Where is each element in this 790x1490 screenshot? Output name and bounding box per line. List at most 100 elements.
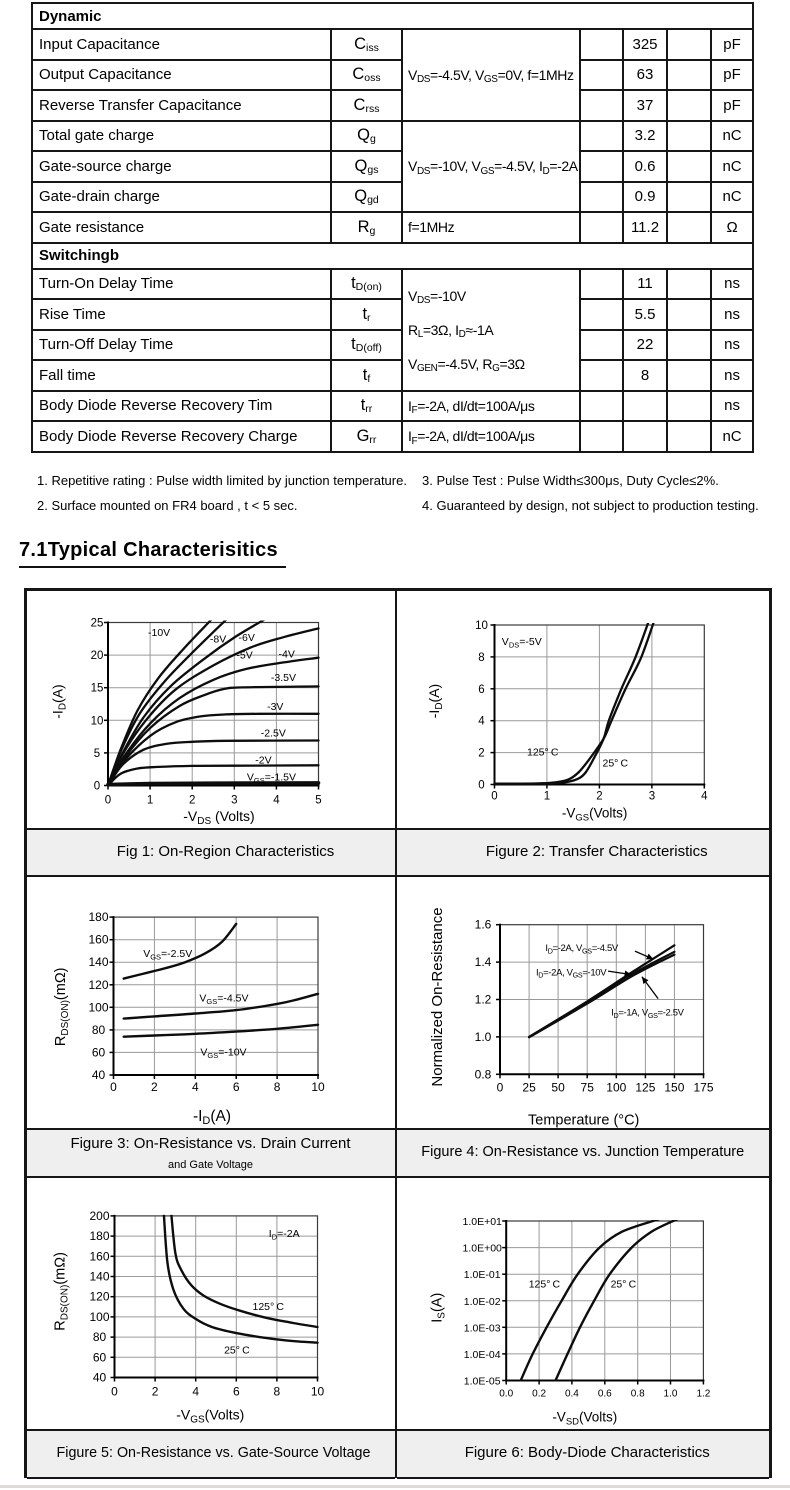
svg-text:1: 1 bbox=[543, 790, 549, 802]
svg-text:8: 8 bbox=[478, 651, 484, 663]
svg-text:2: 2 bbox=[151, 1384, 158, 1398]
svg-text:5: 5 bbox=[315, 794, 321, 806]
svg-text:0: 0 bbox=[110, 1080, 117, 1094]
svg-text:100: 100 bbox=[89, 1309, 109, 1323]
svg-text:1.0: 1.0 bbox=[474, 1029, 491, 1043]
svg-text:8: 8 bbox=[273, 1080, 280, 1094]
svg-text:10: 10 bbox=[310, 1384, 324, 1398]
svg-text:25° C: 25° C bbox=[610, 1278, 636, 1290]
svg-text:100: 100 bbox=[88, 1000, 108, 1014]
svg-text:120: 120 bbox=[88, 977, 108, 991]
svg-text:160: 160 bbox=[88, 932, 108, 946]
svg-text:2: 2 bbox=[478, 747, 484, 759]
svg-text:10: 10 bbox=[311, 1080, 325, 1094]
svg-text:1.0E+01: 1.0E+01 bbox=[462, 1216, 502, 1228]
svg-text:Temperature (°C): Temperature (°C) bbox=[528, 1112, 639, 1128]
svg-text:1.0E-05: 1.0E-05 bbox=[463, 1375, 500, 1387]
svg-text:15: 15 bbox=[90, 682, 103, 694]
svg-text:60: 60 bbox=[92, 1350, 106, 1364]
svg-text:0: 0 bbox=[496, 1080, 503, 1094]
svg-text:40: 40 bbox=[92, 1370, 106, 1384]
svg-text:ID=-1A, VGS=-2.5V: ID=-1A, VGS=-2.5V bbox=[611, 1007, 684, 1019]
svg-text:-3V: -3V bbox=[267, 700, 283, 712]
svg-text:-8V: -8V bbox=[209, 633, 225, 645]
svg-text:1.0E-03: 1.0E-03 bbox=[463, 1322, 500, 1334]
svg-text:1.0: 1.0 bbox=[663, 1388, 677, 1399]
svg-text:1.4: 1.4 bbox=[474, 955, 491, 969]
svg-text:Normalized On-Resistance: Normalized On-Resistance bbox=[429, 907, 446, 1086]
svg-text:-ID(A): -ID(A) bbox=[426, 683, 445, 717]
svg-text:3: 3 bbox=[231, 794, 237, 806]
svg-text:RDS(ON)(mΩ): RDS(ON)(mΩ) bbox=[52, 1252, 70, 1331]
svg-text:180: 180 bbox=[89, 1229, 109, 1243]
svg-text:2: 2 bbox=[188, 794, 194, 806]
svg-text:100: 100 bbox=[606, 1080, 626, 1094]
svg-text:125: 125 bbox=[635, 1080, 655, 1094]
svg-text:RDS(ON)(mΩ): RDS(ON)(mΩ) bbox=[53, 967, 71, 1046]
svg-text:125° C: 125° C bbox=[252, 1301, 284, 1313]
svg-text:-VGS(Volts): -VGS(Volts) bbox=[561, 805, 627, 823]
svg-text:4: 4 bbox=[478, 715, 485, 727]
svg-text:-10V: -10V bbox=[148, 627, 170, 639]
svg-text:-ID(A): -ID(A) bbox=[49, 684, 68, 718]
svg-text:160: 160 bbox=[89, 1249, 109, 1263]
svg-text:0: 0 bbox=[93, 780, 99, 792]
svg-text:8: 8 bbox=[273, 1384, 280, 1398]
svg-text:140: 140 bbox=[88, 955, 108, 969]
svg-text:25° C: 25° C bbox=[224, 1344, 250, 1356]
svg-text:50: 50 bbox=[551, 1080, 565, 1094]
svg-text:200: 200 bbox=[89, 1208, 109, 1222]
svg-text:10: 10 bbox=[475, 620, 488, 632]
svg-text:ID=-2A: ID=-2A bbox=[268, 1228, 299, 1242]
svg-text:0: 0 bbox=[478, 779, 484, 791]
svg-text:2: 2 bbox=[596, 790, 602, 802]
svg-text:-VDS (Volts): -VDS (Volts) bbox=[183, 808, 254, 826]
svg-text:150: 150 bbox=[664, 1080, 684, 1094]
svg-text:125° C: 125° C bbox=[528, 1278, 560, 1290]
svg-text:80: 80 bbox=[91, 1022, 105, 1036]
svg-text:10: 10 bbox=[90, 715, 103, 727]
svg-text:ID=-2A, VGS=-4.5V: ID=-2A, VGS=-4.5V bbox=[545, 943, 618, 955]
svg-text:ID=-2A, VGS=-10V: ID=-2A, VGS=-10V bbox=[536, 967, 607, 979]
svg-text:20: 20 bbox=[90, 650, 103, 662]
svg-text:1: 1 bbox=[146, 794, 152, 806]
svg-text:-VGS(Volts): -VGS(Volts) bbox=[176, 1406, 244, 1425]
svg-text:75: 75 bbox=[580, 1080, 594, 1094]
svg-text:1.0E+00: 1.0E+00 bbox=[462, 1242, 502, 1254]
svg-text:-3.5V: -3.5V bbox=[270, 672, 295, 684]
svg-text:-4V: -4V bbox=[278, 648, 294, 660]
svg-text:VGS=-4.5V: VGS=-4.5V bbox=[199, 992, 248, 1006]
svg-text:VGS=-2.5V: VGS=-2.5V bbox=[143, 948, 192, 962]
svg-text:-5V: -5V bbox=[236, 649, 252, 661]
svg-text:180: 180 bbox=[88, 910, 108, 924]
svg-text:120: 120 bbox=[89, 1289, 109, 1303]
svg-text:1.0E-02: 1.0E-02 bbox=[463, 1295, 500, 1307]
svg-text:3: 3 bbox=[648, 790, 654, 802]
svg-text:VGS=-10V: VGS=-10V bbox=[200, 1046, 246, 1060]
svg-text:0.8: 0.8 bbox=[630, 1388, 644, 1399]
svg-text:40: 40 bbox=[91, 1068, 105, 1082]
svg-text:140: 140 bbox=[89, 1269, 109, 1283]
svg-text:0: 0 bbox=[111, 1384, 118, 1398]
svg-text:6: 6 bbox=[232, 1080, 239, 1094]
svg-text:4: 4 bbox=[701, 790, 708, 802]
svg-text:4: 4 bbox=[192, 1384, 199, 1398]
svg-text:25: 25 bbox=[522, 1080, 536, 1094]
svg-text:175: 175 bbox=[693, 1080, 713, 1094]
svg-text:0.8: 0.8 bbox=[474, 1067, 491, 1081]
svg-text:1.2: 1.2 bbox=[474, 992, 491, 1006]
svg-text:-ID(A): -ID(A) bbox=[192, 1108, 230, 1127]
svg-text:25° C: 25° C bbox=[602, 757, 628, 769]
svg-text:4: 4 bbox=[273, 794, 280, 806]
svg-text:VGS=-1.5V: VGS=-1.5V bbox=[246, 771, 295, 785]
svg-text:2: 2 bbox=[151, 1080, 158, 1094]
svg-text:0: 0 bbox=[491, 790, 497, 802]
svg-text:1.2: 1.2 bbox=[696, 1388, 710, 1399]
svg-text:0.2: 0.2 bbox=[532, 1388, 546, 1399]
svg-text:-2V: -2V bbox=[255, 754, 271, 766]
svg-text:1.0E-01: 1.0E-01 bbox=[463, 1269, 500, 1281]
svg-text:1.6: 1.6 bbox=[474, 917, 491, 931]
svg-text:IS(A): IS(A) bbox=[429, 1292, 447, 1322]
svg-text:-2.5V: -2.5V bbox=[260, 727, 285, 739]
svg-text:6: 6 bbox=[232, 1384, 239, 1398]
